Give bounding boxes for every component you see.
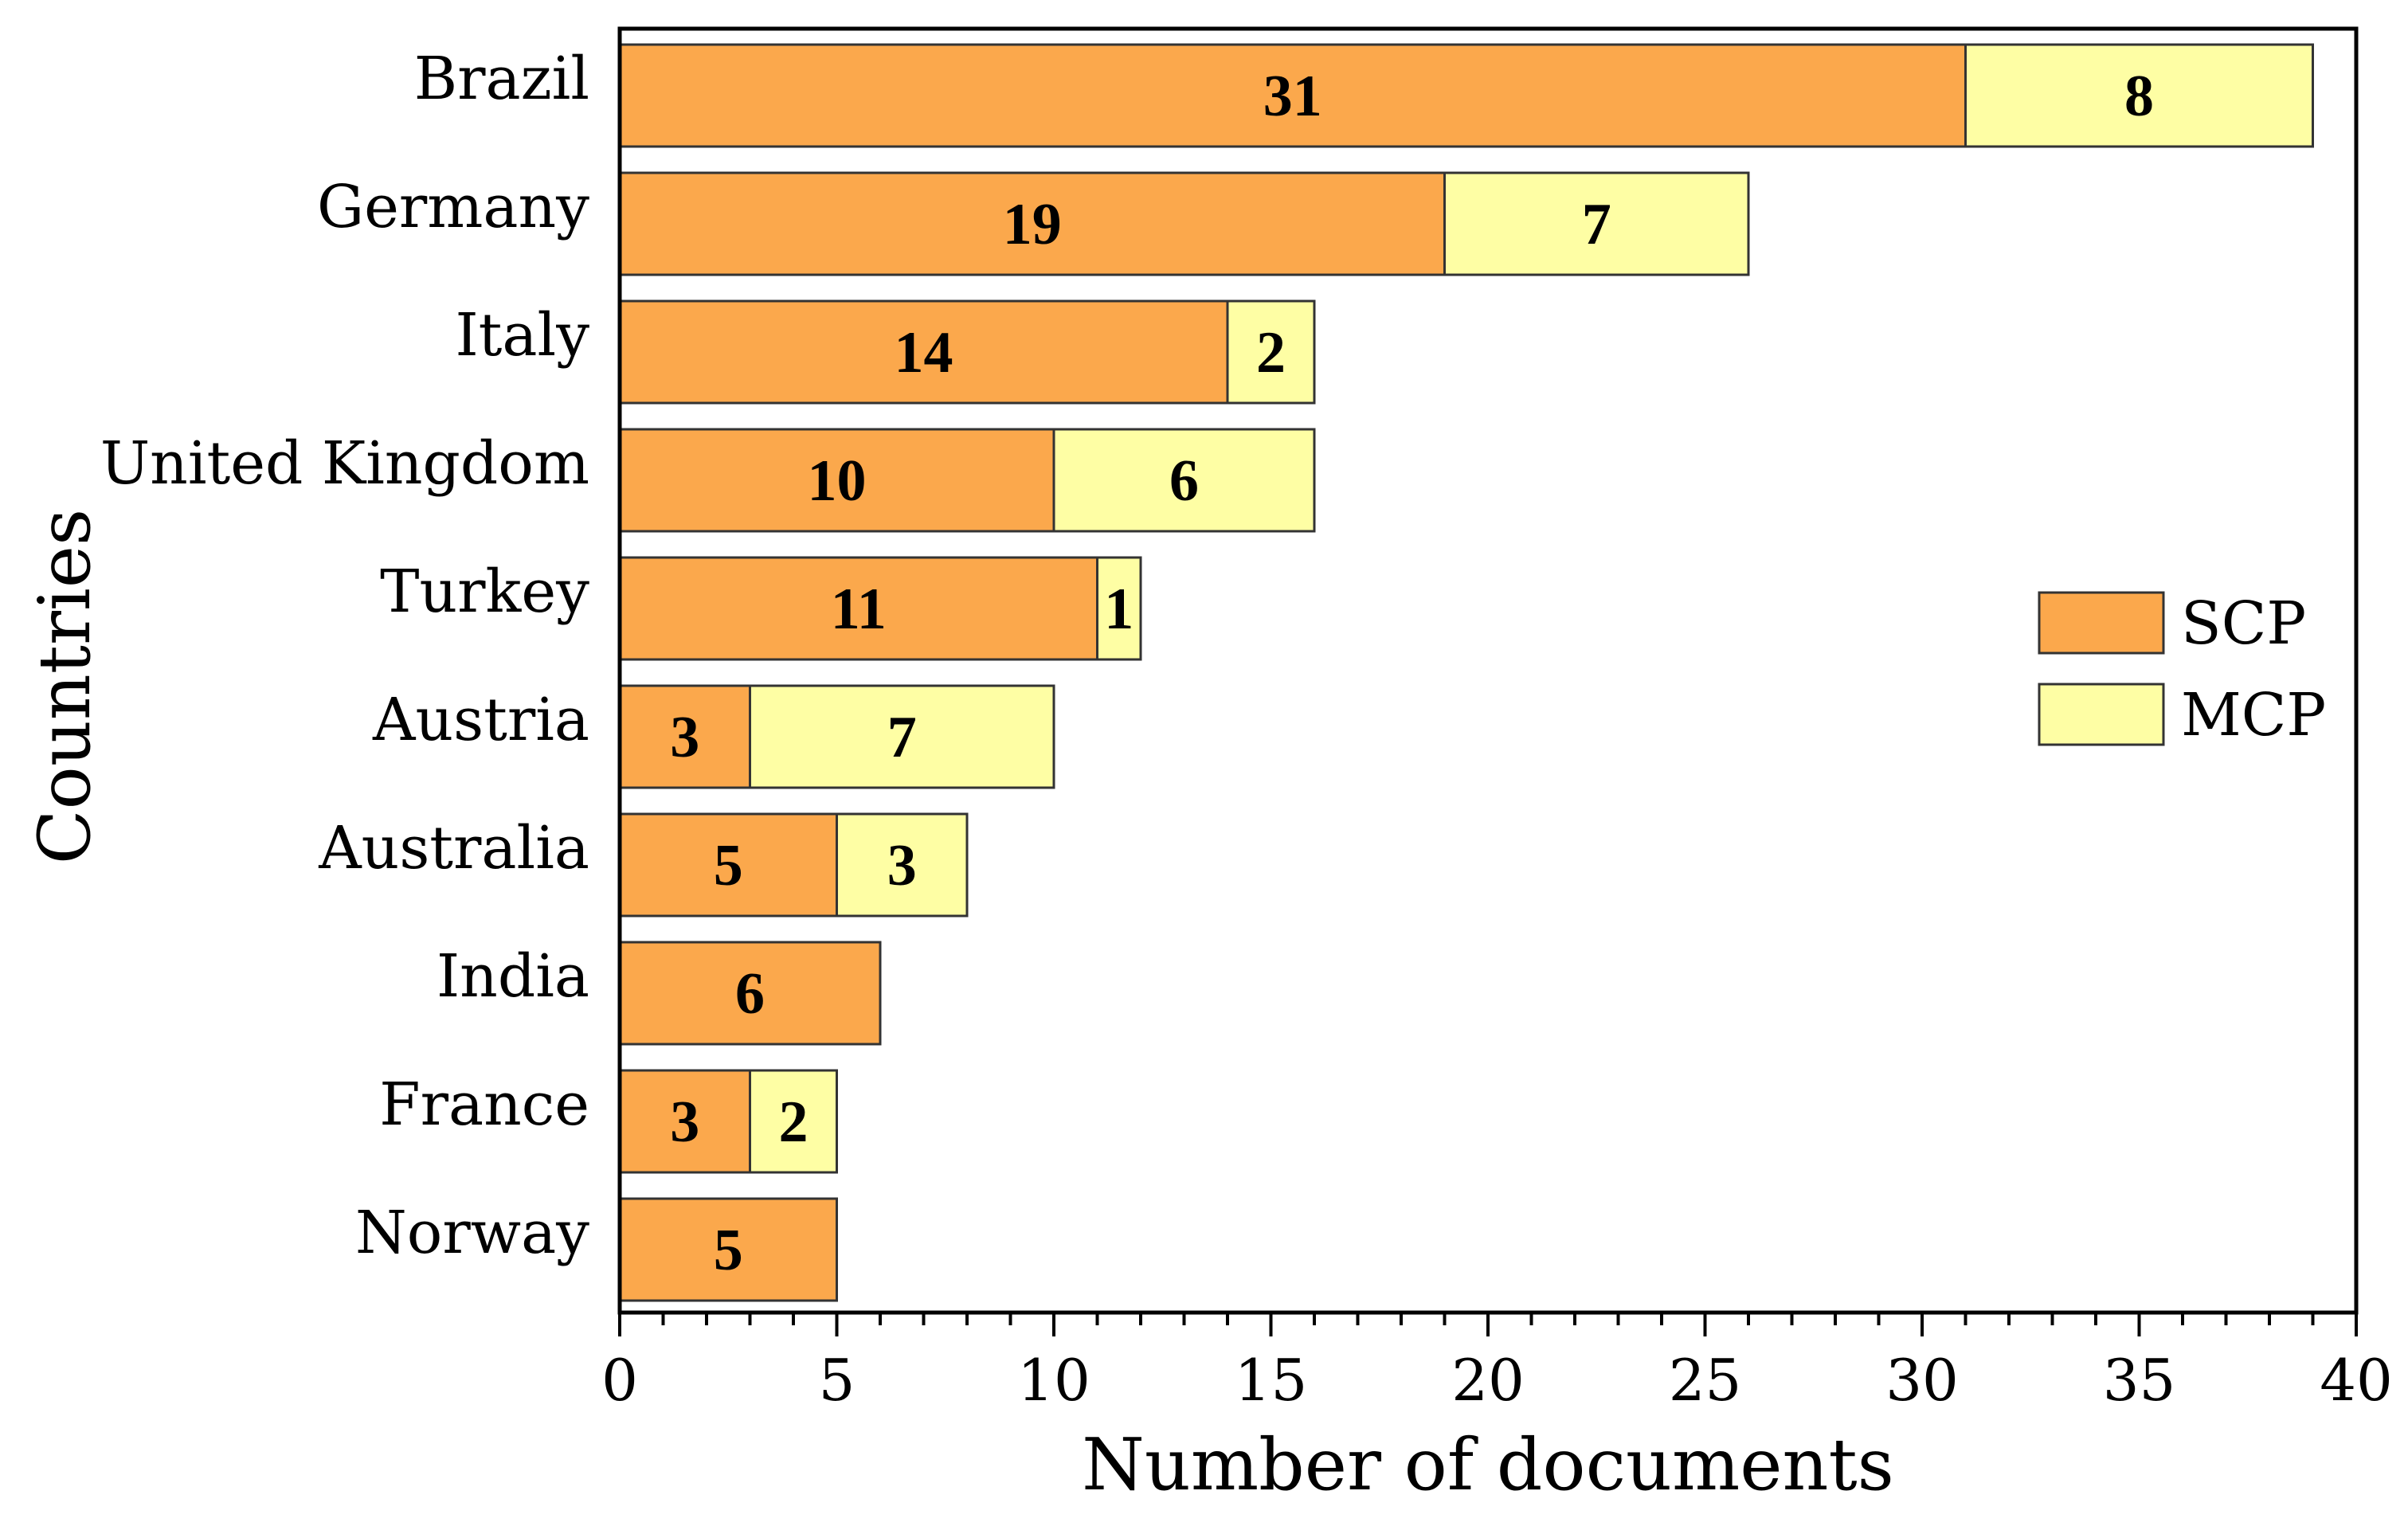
- bar-value-label: 19: [1003, 192, 1062, 257]
- bars-group: 31 819 714 210 611 13 75 363 25: [618, 43, 2314, 1302]
- y-tick-label: Australia: [318, 814, 589, 882]
- bar-scp-italy: [618, 299, 1229, 405]
- x-tick-label: 25: [1669, 1347, 1742, 1414]
- y-tick-label: India: [437, 942, 589, 1011]
- bar-scp-australia: [618, 812, 838, 918]
- bar-mcp-turkey: [1096, 556, 1142, 661]
- x-tick-label: 0: [601, 1347, 638, 1414]
- y-tick-label: Germany: [317, 173, 589, 241]
- bar-value-label: 10: [808, 448, 867, 514]
- bar-value-label: 11: [831, 577, 887, 642]
- y-tick-label: Norway: [355, 1199, 589, 1267]
- y-axis-title: Countries: [23, 509, 107, 864]
- bar-value-label: 5: [714, 833, 743, 898]
- y-tick-label: United Kingdom: [100, 429, 589, 498]
- x-tick-label: 15: [1235, 1347, 1308, 1414]
- bar-mcp-germany: [1443, 171, 1750, 276]
- bar-mcp-austria: [749, 684, 1055, 789]
- y-tick-label: Turkey: [380, 558, 589, 626]
- legend-label-scp: SCP: [2181, 589, 2306, 658]
- bar-mcp-brazil: [1964, 43, 2314, 148]
- bar-value-label: 7: [1582, 192, 1611, 257]
- bar-value-label: 1: [1104, 577, 1134, 642]
- bar-value-label: 2: [779, 1090, 809, 1155]
- bar-scp-france: [618, 1069, 751, 1174]
- x-axis-ticks: 0 5 10 15 20 25 30 35 40: [601, 1313, 2393, 1414]
- bar-scp-india: [618, 941, 882, 1046]
- bar-scp-brazil: [618, 43, 1967, 148]
- x-axis-title: Number of documents: [1082, 1423, 1894, 1507]
- y-tick-label: France: [379, 1070, 589, 1139]
- legend-label-mcp: MCP: [2181, 681, 2326, 749]
- bar-value-label: 3: [670, 705, 699, 770]
- legend-swatch-scp: [2038, 591, 2165, 655]
- bar-value-label: 5: [714, 1218, 743, 1283]
- bar-scp-norway: [618, 1197, 838, 1302]
- bar-mcp-australia: [836, 812, 969, 918]
- y-tick-label: Brazil: [414, 45, 589, 113]
- bar-mcp-united-kingdom: [1052, 428, 1316, 533]
- bar-value-label: 2: [1256, 320, 1286, 385]
- y-tick-label: Austria: [372, 686, 589, 754]
- x-tick-label: 30: [1885, 1347, 1959, 1414]
- x-tick-label: 10: [1017, 1347, 1090, 1414]
- x-tick-label: 35: [2103, 1347, 2176, 1414]
- bar-scp-austria: [618, 684, 751, 789]
- bar-value-label: 31: [1263, 64, 1322, 129]
- bar-value-label: 8: [2124, 64, 2154, 129]
- x-tick-label: 40: [2320, 1347, 2393, 1414]
- y-tick-label: Italy: [455, 301, 589, 370]
- x-tick-label: 20: [1451, 1347, 1525, 1414]
- bar-value-label: 6: [735, 961, 765, 1027]
- bar-mcp-france: [749, 1069, 838, 1174]
- bar-mcp-italy: [1226, 299, 1316, 405]
- legend-swatch-mcp: [2038, 683, 2165, 746]
- y-axis-labels: Brazil Germany Italy United Kingdom Turkey Au…: [100, 45, 589, 1267]
- bar-value-label: 6: [1169, 448, 1199, 514]
- bar-value-label: 3: [887, 833, 917, 898]
- x-tick-label: 5: [819, 1347, 856, 1414]
- legend: SCP MCP: [2038, 589, 2326, 749]
- bar-scp-germany: [618, 171, 1446, 276]
- bar-value-label: 3: [670, 1090, 699, 1155]
- bar-value-label: 7: [887, 705, 917, 770]
- bar-value-label: 14: [895, 320, 953, 385]
